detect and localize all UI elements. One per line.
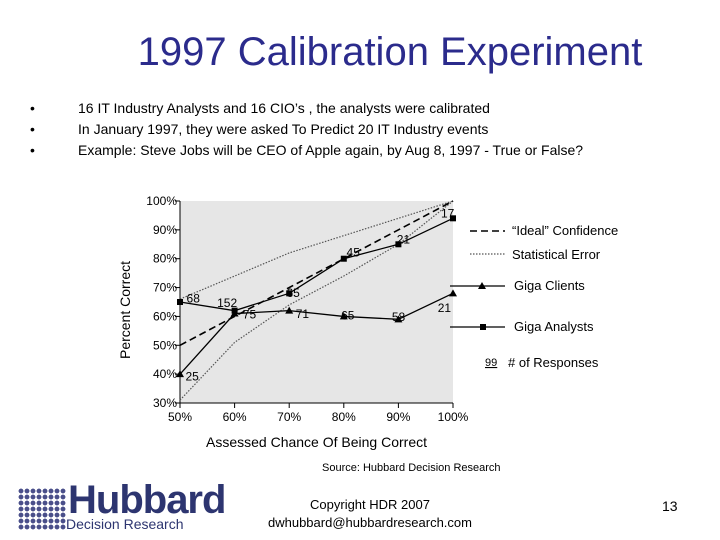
response-count-label: 21 bbox=[397, 232, 411, 246]
x-tick-label: 80% bbox=[332, 410, 356, 424]
x-tick-label: 70% bbox=[277, 410, 301, 424]
giga-clients-point bbox=[176, 370, 184, 378]
x-tick-label: 60% bbox=[223, 410, 247, 424]
response-count-label: 58 bbox=[392, 310, 406, 324]
plot-area bbox=[180, 201, 453, 403]
logo-brand: Hubbard bbox=[68, 478, 226, 522]
giga-clients-line bbox=[179, 292, 454, 375]
response-count-label: 75 bbox=[243, 308, 257, 322]
y-tick-label: 80% bbox=[153, 252, 177, 266]
response-count-label: 21 bbox=[438, 301, 452, 315]
contact-email: dwhubbard@hubbardresearch.com bbox=[268, 515, 472, 530]
statistical-error-lower-line bbox=[179, 200, 454, 401]
response-count-label: 65 bbox=[286, 286, 300, 300]
giga-analysts-point bbox=[340, 255, 347, 262]
legend-responses-label: # of Responses bbox=[508, 355, 599, 370]
legend-clients-marker bbox=[478, 282, 486, 289]
response-count-label: 152 bbox=[217, 296, 237, 310]
source-note: Source: Hubbard Decision Research bbox=[322, 462, 501, 474]
legend-responses-sample: 99 bbox=[485, 357, 497, 369]
ideal-confidence-line bbox=[179, 200, 454, 346]
response-count-label: 25 bbox=[185, 369, 199, 383]
footer: Copyright HDR 2007 dwhubbard@hubbardrese… bbox=[240, 496, 500, 532]
legend-clients-label: Giga Clients bbox=[514, 278, 585, 293]
copyright: Copyright HDR 2007 bbox=[310, 497, 430, 512]
logo-dot-grid-icon bbox=[18, 488, 66, 530]
giga-analysts-point bbox=[450, 215, 456, 222]
giga-clients-point bbox=[285, 306, 294, 314]
giga-clients-point bbox=[449, 289, 457, 297]
y-tick-label: 60% bbox=[153, 309, 177, 323]
x-axis-label: Assessed Chance Of Being Correct bbox=[206, 434, 427, 450]
x-tick-label: 100% bbox=[438, 410, 469, 424]
response-count-label: 17 bbox=[441, 207, 455, 221]
bullet-text: 16 IT Industry Analysts and 16 CIO’s , t… bbox=[78, 100, 490, 116]
giga-analysts-point bbox=[231, 307, 238, 314]
bullet-dot-icon: • bbox=[30, 100, 35, 116]
y-tick-label: 40% bbox=[153, 367, 177, 381]
giga-clients-point bbox=[339, 312, 348, 320]
hubbard-logo: Hubbard Decision Research bbox=[18, 478, 226, 532]
giga-analysts-point bbox=[286, 290, 293, 297]
giga-analysts-line bbox=[179, 217, 454, 312]
page-number: 13 bbox=[662, 498, 678, 514]
response-count-label: 71 bbox=[296, 307, 310, 321]
bullet-item: • Example: Steve Jobs will be CEO of Appl… bbox=[30, 140, 583, 161]
bullet-text: In January 1997, they were asked To Pred… bbox=[78, 121, 489, 137]
response-count-label: 65 bbox=[341, 308, 355, 322]
y-tick-label: 100% bbox=[146, 194, 177, 208]
logo-subtitle: Decision Research bbox=[66, 516, 184, 532]
slide-title: 1997 Calibration Experiment bbox=[137, 30, 643, 74]
bullet-dot-icon: • bbox=[30, 121, 35, 137]
x-tick-label: 90% bbox=[386, 410, 410, 424]
y-axis-label: Percent Correct bbox=[117, 261, 133, 359]
bullet-dot-icon: • bbox=[30, 142, 35, 158]
giga-clients-point bbox=[394, 315, 403, 323]
bullet-list: • 16 IT Industry Analysts and 16 CIO’s , … bbox=[30, 98, 583, 161]
legend-analysts-label: Giga Analysts bbox=[514, 319, 594, 334]
y-tick-label: 70% bbox=[153, 281, 177, 295]
y-tick-label: 50% bbox=[153, 338, 177, 352]
giga-analysts-point bbox=[177, 299, 183, 305]
legend-analysts-marker bbox=[480, 324, 486, 330]
x-tick-label: 50% bbox=[168, 410, 192, 424]
response-count-label: 68 bbox=[187, 292, 201, 306]
legend-ideal-label: “Ideal” Confidence bbox=[512, 223, 618, 238]
bullet-item: • In January 1997, they were asked To Pre… bbox=[30, 119, 583, 140]
giga-analysts-point bbox=[395, 241, 402, 248]
y-tick-label: 90% bbox=[153, 223, 177, 237]
bullet-item: • 16 IT Industry Analysts and 16 CIO’s , … bbox=[30, 98, 583, 119]
statistical-error-upper-line bbox=[179, 200, 454, 300]
legend-stat-error-label: Statistical Error bbox=[512, 247, 601, 262]
y-tick-label: 30% bbox=[153, 396, 177, 410]
response-count-label: 45 bbox=[347, 246, 361, 260]
bullet-text: Example: Steve Jobs will be CEO of Apple… bbox=[78, 142, 584, 158]
